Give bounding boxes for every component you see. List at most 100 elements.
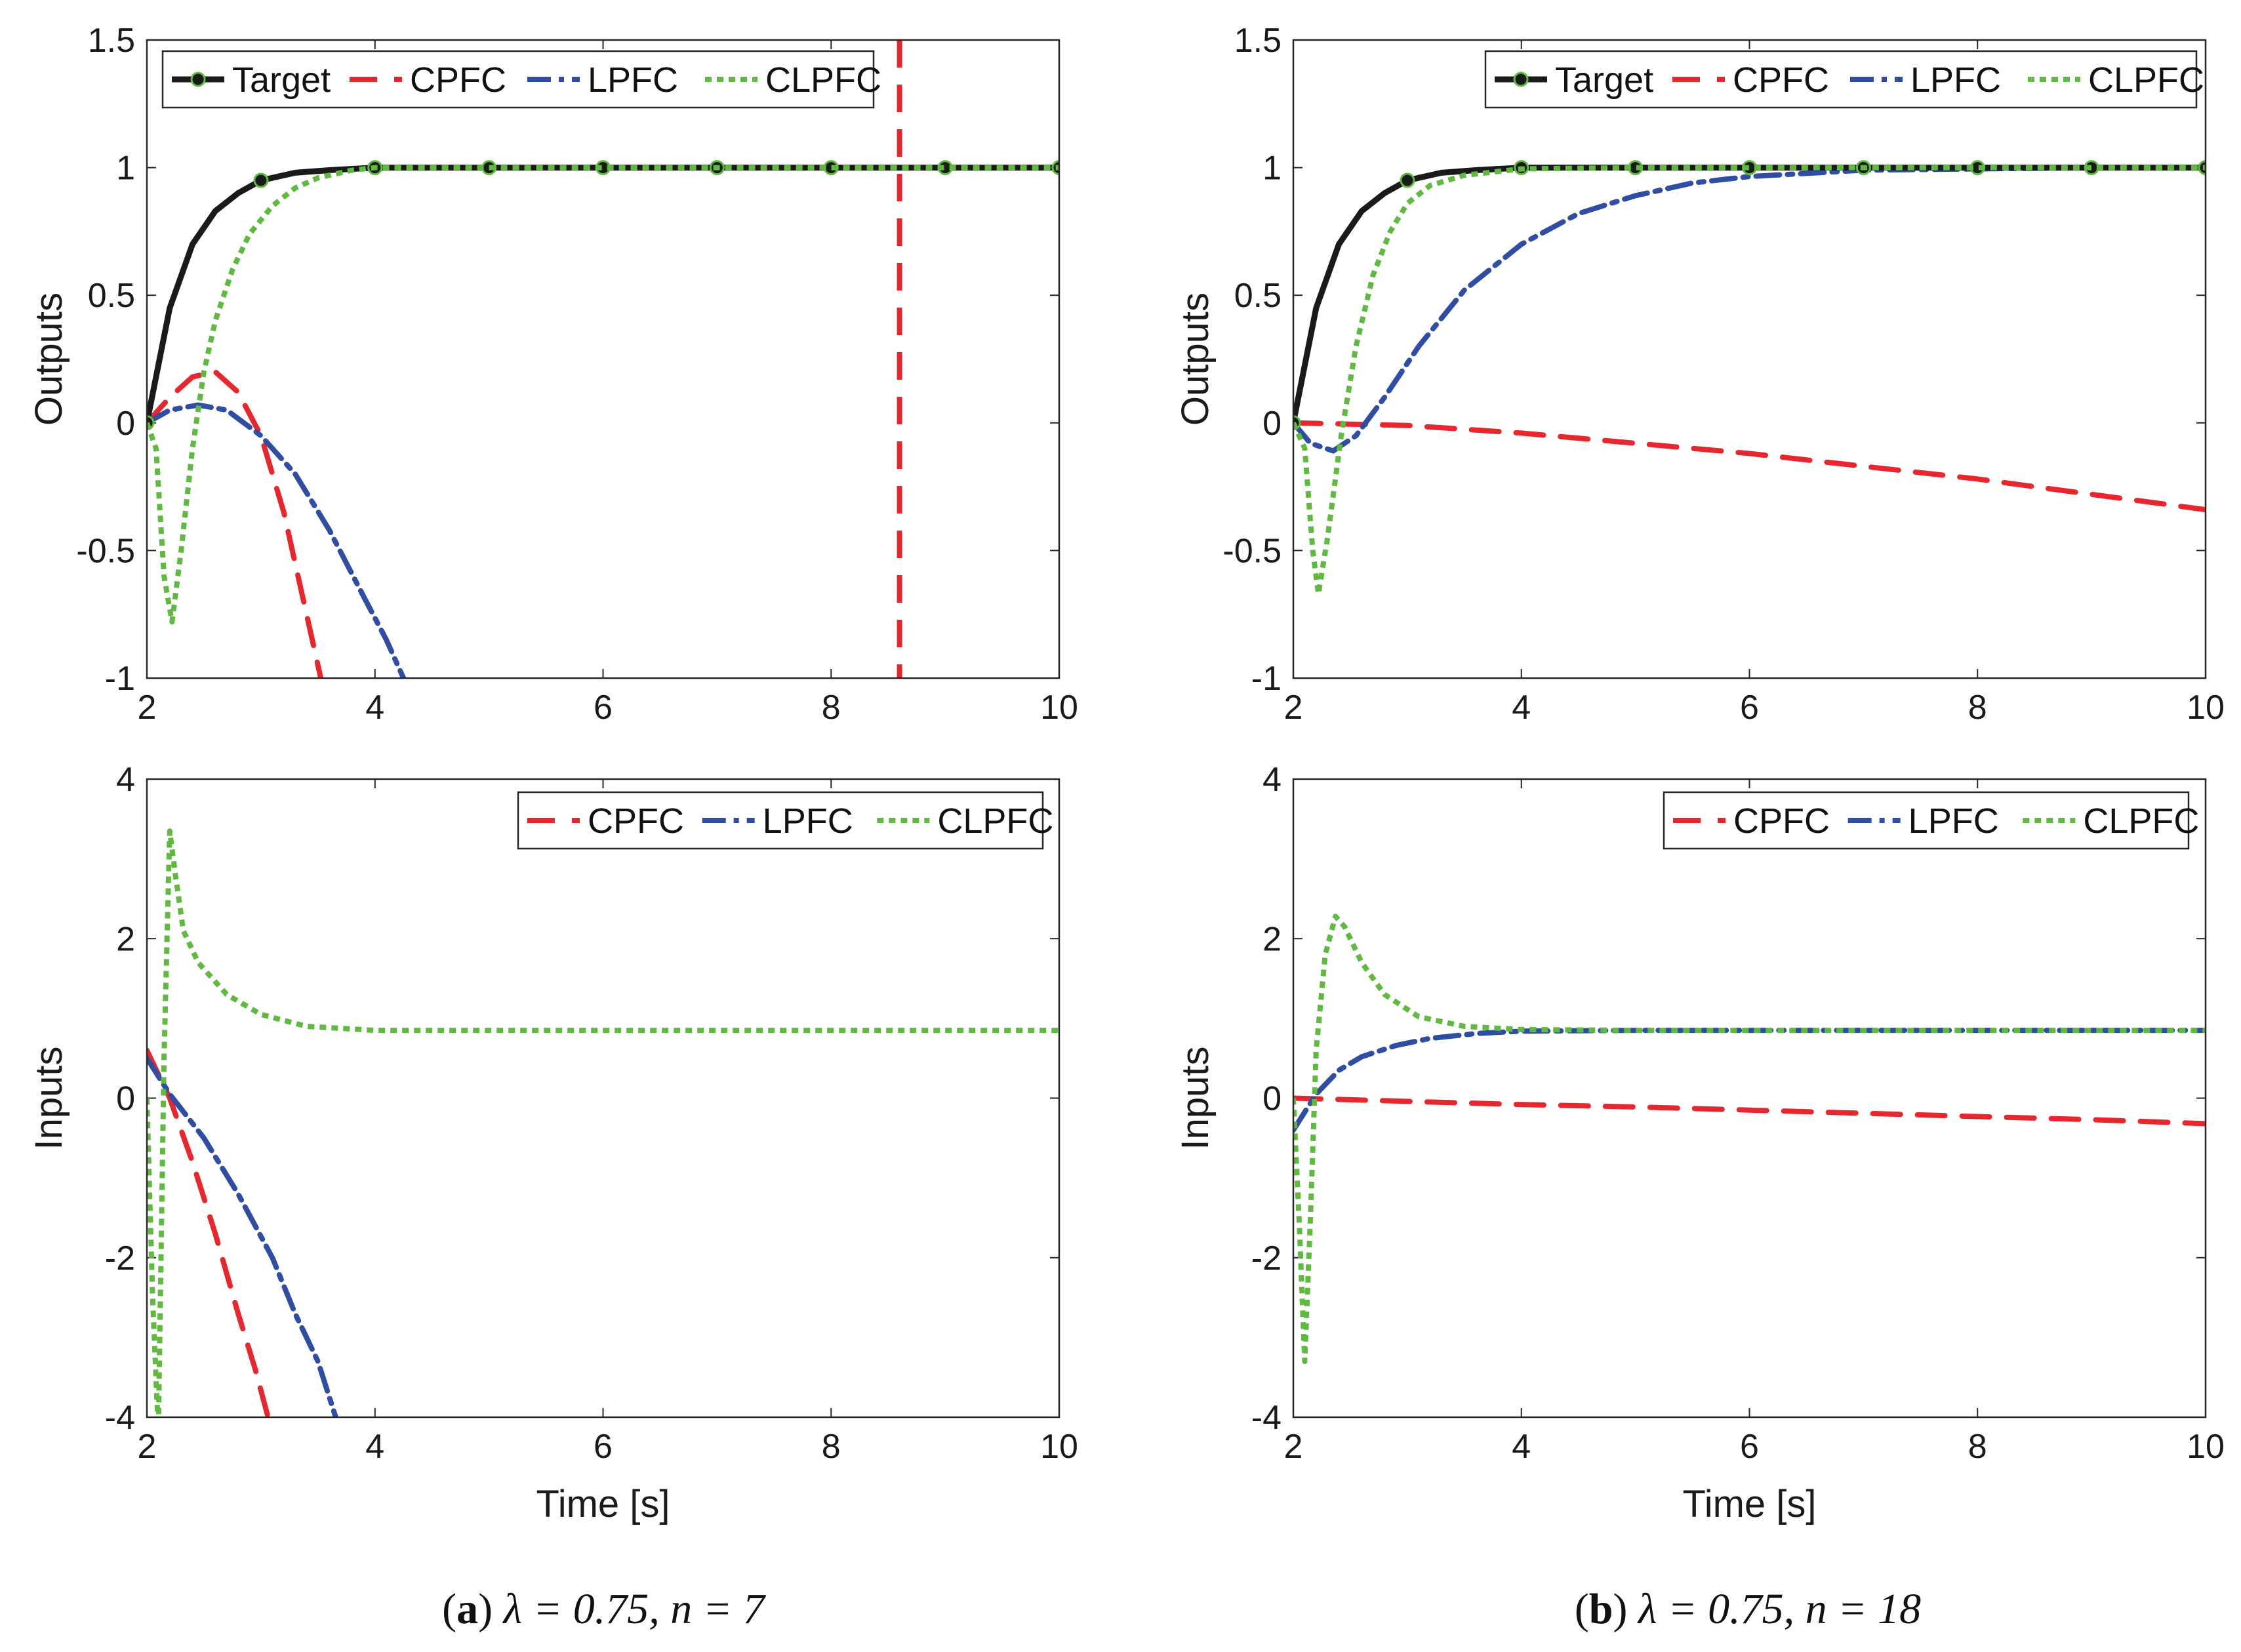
caption-a: (a) λ = 0.75, n = 7 [442,1585,767,1633]
series-target-line [147,165,1059,426]
legend-label-target: Target [1555,60,1653,100]
series-cpfc-line [1293,420,2206,513]
x-tick-label: 10 [2187,689,2225,727]
legend: Target CPFC LPFC CLPFC [1484,50,2204,109]
y-axis-label: Inputs [28,1047,70,1150]
y-tick-label: 2 [1262,920,1282,958]
chart-panel-4: 2 4 6 8 10 -4 -2 0 2 4 Inputs Time [s] CPFC LPFC CLPFC [1174,761,2225,1525]
legend-label-lpfc: LPFC [588,60,678,100]
x-tick-label: 4 [1512,1428,1531,1466]
legend-label-clpfc: CLPFC [2083,801,2199,841]
x-axis-label: Time [s] [536,1483,670,1525]
x-tick-label: 10 [1040,1428,1078,1466]
plot-area [1293,779,2206,1417]
plot-area [1293,40,2206,678]
captions: (a) λ = 0.75, n = 7 (b) λ = 0.75, n = 18 [442,1585,1921,1633]
legend-label-cpfc: CPFC [1733,801,1830,841]
x-tick-label: 2 [1284,1428,1303,1466]
series-group [1293,914,2206,1364]
y-tick-label: 0 [116,405,135,443]
series-cpfc-line [147,369,324,678]
x-tick-label: 2 [138,1428,157,1466]
x-tick-label: 8 [822,689,841,727]
target-marker [2198,160,2206,176]
legend-marker-target [1513,71,1529,87]
plot-area [147,779,1059,1417]
legend-box [517,791,1044,850]
y-tick-label: 1 [1262,150,1282,188]
legend-label-lpfc: LPFC [1908,801,1999,841]
y-tick-label: -4 [1251,1399,1282,1437]
legend-label-clpfc: CLPFC [937,801,1053,841]
chart-panel-3: 2 4 6 8 10 -4 -2 0 2 4 Inputs Time [s] CPFC LPFC CLPFC [28,761,1078,1525]
legend: Target CPFC LPFC CLPFC [161,50,881,109]
x-tick-label: 4 [365,1428,384,1466]
series-lpfc-line [147,1055,339,1417]
series-target-line [1293,165,2206,426]
target-marker [253,172,269,188]
target-marker [1400,172,1415,188]
plot-frame [1292,778,2207,1419]
x-tick-label: 8 [1968,689,1987,727]
y-tick-label: 0.5 [88,277,135,315]
x-tick-label: 2 [138,689,157,727]
y-tick-label: -0.5 [1222,532,1282,570]
series-clpfc-line [147,165,1059,625]
y-tick-label: 0 [1262,1080,1282,1118]
plot-frame [146,39,1060,679]
y-axis-label: Outputs [28,292,70,426]
series-clpfc-line [147,828,1059,1417]
legend-label-lpfc: LPFC [763,801,853,841]
series-lpfc-line [147,402,407,678]
y-tick-label: 2 [116,920,135,958]
x-tick-label: 10 [2187,1428,2225,1466]
legend-label-cpfc: CPFC [588,801,684,841]
y-tick-label: 0.5 [1234,277,1282,315]
series-group [147,828,1059,1417]
series-group [1293,160,2206,597]
x-tick-label: 10 [1040,689,1078,727]
y-tick-label: -1 [105,660,135,698]
legend-label-clpfc: CLPFC [2088,60,2204,100]
x-tick-label: 4 [365,689,384,727]
x-tick-label: 6 [594,689,613,727]
y-tick-label: -4 [105,1399,135,1437]
series-cpfc-line [1293,1095,2206,1127]
y-tick-label: 1.5 [1234,22,1282,60]
x-tick-label: 8 [1968,1428,1987,1466]
y-tick-label: 1.5 [88,22,135,60]
y-tick-label: 4 [1262,761,1282,799]
y-tick-label: 1 [116,150,135,188]
x-tick-label: 4 [1512,689,1531,727]
y-tick-label: -0.5 [76,532,135,570]
x-axis-label: Time [s] [1682,1483,1816,1525]
x-tick-label: 8 [822,1428,841,1466]
y-axis-label: Inputs [1174,1047,1217,1150]
x-tick-label: 6 [1740,1428,1759,1466]
x-tick-label: 2 [1284,689,1303,727]
chart-panel-1: 2 4 6 8 10 -1 -0.5 0 0.5 1 1.5 Outputs Target CPFC LPF… [28,22,1078,727]
legend: CPFC LPFC CLPFC [1663,791,2199,850]
y-tick-label: -2 [105,1239,135,1278]
y-tick-label: 0 [1262,405,1282,443]
series-group [147,40,1059,678]
x-tick-label: 6 [1740,689,1759,727]
plot-area [147,40,1059,678]
legend-label-clpfc: CLPFC [765,60,881,100]
legend: CPFC LPFC CLPFC [517,791,1053,850]
legend-label-target: Target [232,60,331,100]
y-tick-label: -2 [1251,1239,1282,1278]
x-tick-label: 6 [594,1428,613,1466]
plot-frame [146,778,1060,1419]
y-tick-label: 0 [116,1080,135,1118]
series-clpfc-line [1293,165,2206,597]
y-tick-label: -1 [1251,660,1282,698]
chart-panel-2: 2 4 6 8 10 -1 -0.5 0 0.5 1 1.5 Outputs Target CPFC LPF… [1174,22,2225,727]
plot-frame [1292,39,2207,679]
legend-box [1663,791,2190,850]
caption-b: (b) λ = 0.75, n = 18 [1575,1585,1921,1633]
y-tick-label: 4 [116,761,135,799]
y-axis-label: Outputs [1174,292,1217,426]
